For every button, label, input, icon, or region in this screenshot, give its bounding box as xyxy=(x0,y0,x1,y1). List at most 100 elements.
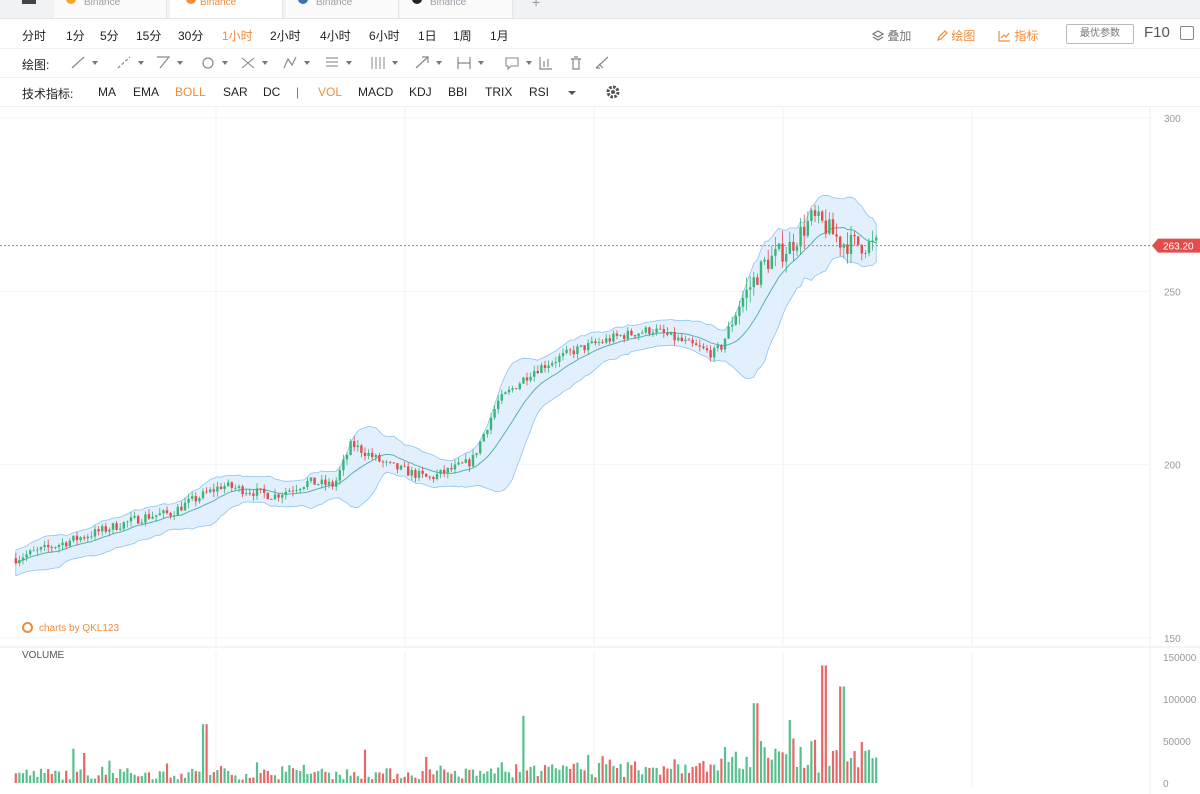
indicator-ma[interactable]: MA xyxy=(98,85,116,99)
candle xyxy=(623,333,626,343)
channel-tool-icon[interactable] xyxy=(157,56,183,69)
gann-tool-icon[interactable] xyxy=(371,57,398,69)
candle xyxy=(281,492,284,504)
tab-3[interactable]: Binance xyxy=(286,0,399,18)
candle xyxy=(601,339,604,344)
interval-4h[interactable]: 4小时 xyxy=(320,29,351,43)
volume-bar xyxy=(237,779,241,783)
volume-bar xyxy=(129,773,133,783)
interval-tick[interactable]: 分时 xyxy=(22,29,47,43)
line-tool-icon[interactable] xyxy=(71,56,98,69)
pattern-tool-icon[interactable] xyxy=(283,56,310,69)
volume-bar xyxy=(857,767,860,783)
candle xyxy=(533,365,536,382)
volume-bar xyxy=(252,777,255,783)
indicator-ema[interactable]: EMA xyxy=(133,85,160,99)
candle xyxy=(504,391,507,395)
settings-gear-icon[interactable] xyxy=(605,84,621,100)
interval-2h[interactable]: 2小时 xyxy=(270,29,301,43)
volume-bar xyxy=(281,766,284,783)
volume-bar xyxy=(810,741,813,783)
note-tool-icon[interactable] xyxy=(505,57,532,71)
circle-tool-icon[interactable] xyxy=(202,57,228,69)
cross-tool-icon[interactable] xyxy=(241,57,268,69)
overlay-button[interactable]: 叠加 xyxy=(871,27,911,44)
indicator-kdj[interactable]: KDJ xyxy=(409,85,432,99)
indicators-button[interactable]: 指标 xyxy=(998,27,1038,44)
menu-icon[interactable] xyxy=(22,0,36,4)
volume-tick-label: 100000 xyxy=(1163,695,1197,706)
volume-bar xyxy=(518,771,521,783)
indicator-rsi[interactable]: RSI xyxy=(529,85,550,99)
price-chart[interactable]: 150 200 250 300 0 50000 100000 150000 263.20 xyxy=(0,108,1200,794)
measure-icon[interactable] xyxy=(539,57,552,70)
candle xyxy=(198,496,201,504)
interval-15m[interactable]: 15分 xyxy=(136,29,162,43)
volume-bar xyxy=(619,764,622,783)
candle xyxy=(237,484,241,493)
volume-bar xyxy=(162,771,165,783)
interval-1h[interactable]: 1小时 xyxy=(222,29,253,43)
indicator-bbi[interactable]: BBI xyxy=(448,85,468,99)
indicator-vol[interactable]: VOL xyxy=(318,85,343,99)
fullscreen-icon[interactable] xyxy=(1180,26,1194,40)
indicator-trix[interactable]: TRIX xyxy=(485,85,513,99)
interval-1mo[interactable]: 1月 xyxy=(490,29,509,43)
interval-1d[interactable]: 1日 xyxy=(418,29,437,43)
tab-1[interactable]: Binance xyxy=(54,0,167,18)
candle xyxy=(108,527,111,537)
volume-bar xyxy=(702,760,705,783)
candle xyxy=(216,481,219,497)
volume-bar xyxy=(407,772,410,783)
tab-4[interactable]: Binance xyxy=(400,0,513,18)
volume-bar xyxy=(709,764,712,783)
candle xyxy=(752,271,755,296)
f10-button[interactable]: F10 xyxy=(1144,24,1170,41)
candle xyxy=(875,235,878,245)
coin-icon xyxy=(298,0,308,4)
candle xyxy=(475,453,478,458)
add-tab-button[interactable]: + xyxy=(532,0,541,10)
candle xyxy=(709,345,712,362)
interval-1m[interactable]: 1分 xyxy=(66,29,85,43)
candle xyxy=(525,372,529,386)
interval-30m[interactable]: 30分 xyxy=(178,29,204,43)
candle xyxy=(79,536,82,543)
volume-bar xyxy=(493,773,496,783)
interval-6h[interactable]: 6小时 xyxy=(369,29,400,43)
trash-icon[interactable] xyxy=(571,56,581,70)
indicator-boll[interactable]: BOLL xyxy=(175,85,206,99)
volume-bar xyxy=(371,779,374,783)
volume-bar xyxy=(860,741,863,783)
optimal-params-button[interactable]: 最优参数 xyxy=(1066,24,1134,44)
indicator-macd[interactable]: MACD xyxy=(358,85,394,99)
ray-tool-icon[interactable] xyxy=(117,56,144,69)
candle xyxy=(378,452,381,463)
indicator-sar[interactable]: SAR xyxy=(223,85,248,99)
fib-tool-icon[interactable] xyxy=(326,57,352,67)
tab-2[interactable]: Binance xyxy=(170,0,283,18)
draw-button[interactable]: 绘图 xyxy=(936,27,975,44)
layers-icon xyxy=(871,30,885,41)
candle xyxy=(867,238,871,257)
indicator-dc[interactable]: DC xyxy=(263,85,281,99)
volume-bar xyxy=(803,767,806,783)
candle xyxy=(187,493,190,509)
eraser-icon[interactable] xyxy=(595,56,609,69)
candle xyxy=(554,356,557,369)
more-indicators-icon[interactable] xyxy=(567,88,577,98)
candle xyxy=(313,477,316,485)
candle xyxy=(576,343,579,359)
arrow-tool-icon[interactable] xyxy=(415,56,442,69)
range-tool-icon[interactable] xyxy=(457,57,484,69)
interval-1w[interactable]: 1周 xyxy=(453,29,472,43)
candle xyxy=(97,526,100,536)
volume-bar xyxy=(108,760,111,783)
candle xyxy=(759,259,763,288)
interval-5m[interactable]: 5分 xyxy=(100,29,119,43)
candle xyxy=(32,546,35,552)
volume-bar xyxy=(313,772,316,783)
volume-bar xyxy=(468,769,471,783)
volume-bar xyxy=(417,779,421,783)
volume-bar xyxy=(101,766,104,783)
